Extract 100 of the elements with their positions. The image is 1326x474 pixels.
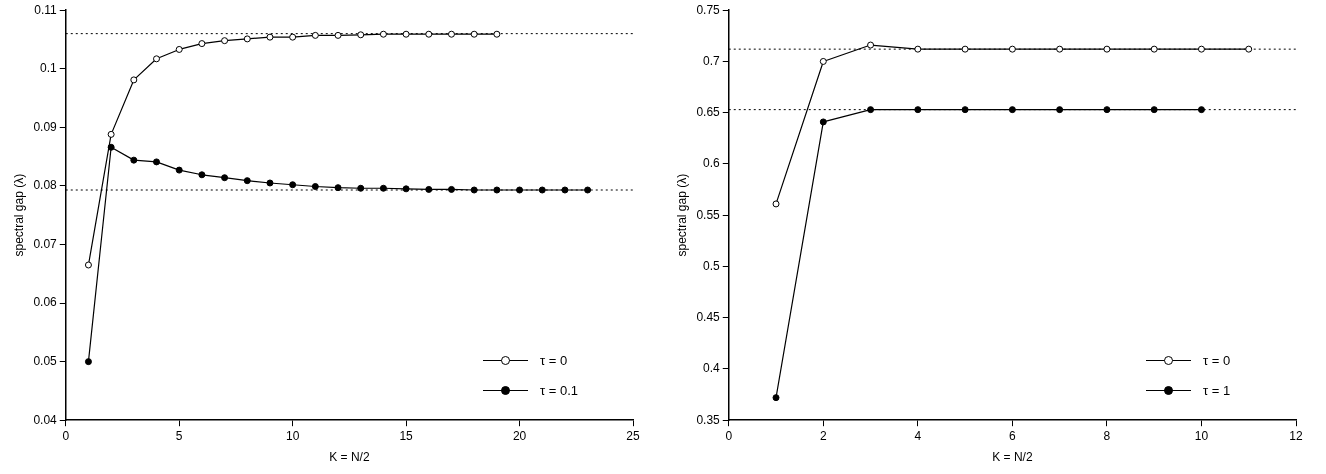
point (425, 30, 433, 38)
point (107, 143, 115, 151)
point (379, 30, 387, 38)
point (447, 185, 455, 193)
y-tick-label: 0.4 (703, 361, 721, 376)
y-tick-label: 0.06 (33, 295, 58, 310)
point (221, 174, 229, 182)
point (914, 106, 922, 114)
x-tick-label: 10 (285, 428, 300, 443)
x-tick-label: 0 (62, 428, 70, 443)
point (1056, 45, 1064, 53)
point (130, 76, 138, 84)
point (493, 30, 501, 38)
point (772, 200, 780, 208)
x-tick-label: 6 (1009, 428, 1017, 443)
point (584, 186, 592, 194)
y-tick-label: 0.08 (33, 178, 58, 193)
point (914, 45, 922, 53)
y-tick-label: 0.5 (703, 258, 721, 273)
point (447, 30, 455, 38)
x-tick-label: 8 (1103, 428, 1111, 443)
y-tick-label: 0.7 (703, 53, 721, 68)
point (402, 30, 410, 38)
point (867, 106, 875, 114)
point (493, 186, 501, 194)
y-tick-label: 0.09 (33, 119, 58, 134)
point (1103, 106, 1111, 114)
point (1103, 45, 1111, 53)
x-tick-label: 0 (725, 428, 733, 443)
point (289, 33, 297, 41)
point (311, 31, 319, 39)
point (334, 31, 342, 39)
point (470, 30, 478, 38)
x-tick-label: 15 (399, 428, 414, 443)
point (130, 156, 138, 164)
point (819, 118, 827, 126)
point (1008, 106, 1016, 114)
y-tick-label: 0.75 (696, 2, 721, 17)
point (379, 184, 387, 192)
point (289, 181, 297, 189)
point (175, 45, 183, 53)
x-tick-label: 20 (512, 428, 527, 443)
point (311, 183, 319, 190)
point (538, 186, 546, 194)
y-tick-label: 0.55 (696, 207, 721, 222)
point (1056, 106, 1064, 114)
point (425, 185, 433, 193)
x-tick-label: 4 (914, 428, 922, 443)
point (198, 40, 206, 48)
point (153, 158, 161, 166)
point (334, 184, 342, 192)
y-tick-label: 0.11 (34, 2, 58, 17)
x-tick-label: 2 (819, 428, 827, 443)
point (1245, 45, 1253, 53)
legend-label: τ = 0.1 (540, 382, 579, 398)
x-tick-label: 12 (1289, 428, 1303, 443)
y-tick-label: 0.05 (33, 353, 58, 368)
point (84, 261, 92, 269)
point (243, 177, 251, 185)
point (243, 35, 251, 43)
point (1197, 45, 1205, 53)
point (357, 31, 365, 39)
x-tick-label: 5 (175, 428, 183, 443)
point (819, 57, 827, 65)
point (1150, 45, 1158, 53)
y-tick-label: 0.6 (703, 156, 721, 171)
point (961, 45, 969, 53)
y-axis-title: spectral gap (λ) (11, 173, 26, 257)
point (221, 37, 229, 45)
point (266, 179, 274, 187)
x-axis-title: K = N/2 (992, 450, 1033, 465)
point (402, 185, 410, 193)
point (1197, 106, 1205, 114)
x-tick-label: 10 (1194, 428, 1209, 443)
point (516, 186, 524, 194)
y-tick-label: 0.1 (40, 61, 58, 76)
point (1008, 45, 1016, 53)
point (867, 41, 875, 49)
point (84, 358, 92, 366)
x-axis-title: K = N/2 (329, 450, 370, 465)
point (107, 130, 115, 138)
y-axis-title: spectral gap (λ) (674, 173, 689, 257)
point (357, 184, 365, 192)
point (772, 394, 780, 402)
point (153, 55, 161, 63)
point (561, 186, 569, 194)
legend-label: τ = 0 (540, 352, 568, 368)
y-tick-label: 0.04 (33, 412, 58, 427)
point (266, 33, 274, 41)
point (470, 186, 478, 194)
point (1150, 106, 1158, 114)
point (961, 106, 969, 114)
x-tick-label: 25 (626, 428, 640, 443)
y-tick-label: 0.07 (33, 236, 58, 251)
point (198, 171, 206, 179)
legend-label: τ = 1 (1203, 382, 1231, 398)
y-tick-label: 0.45 (696, 310, 721, 325)
y-tick-label: 0.35 (696, 412, 721, 427)
point (175, 166, 183, 174)
legend-label: τ = 0 (1203, 352, 1231, 368)
